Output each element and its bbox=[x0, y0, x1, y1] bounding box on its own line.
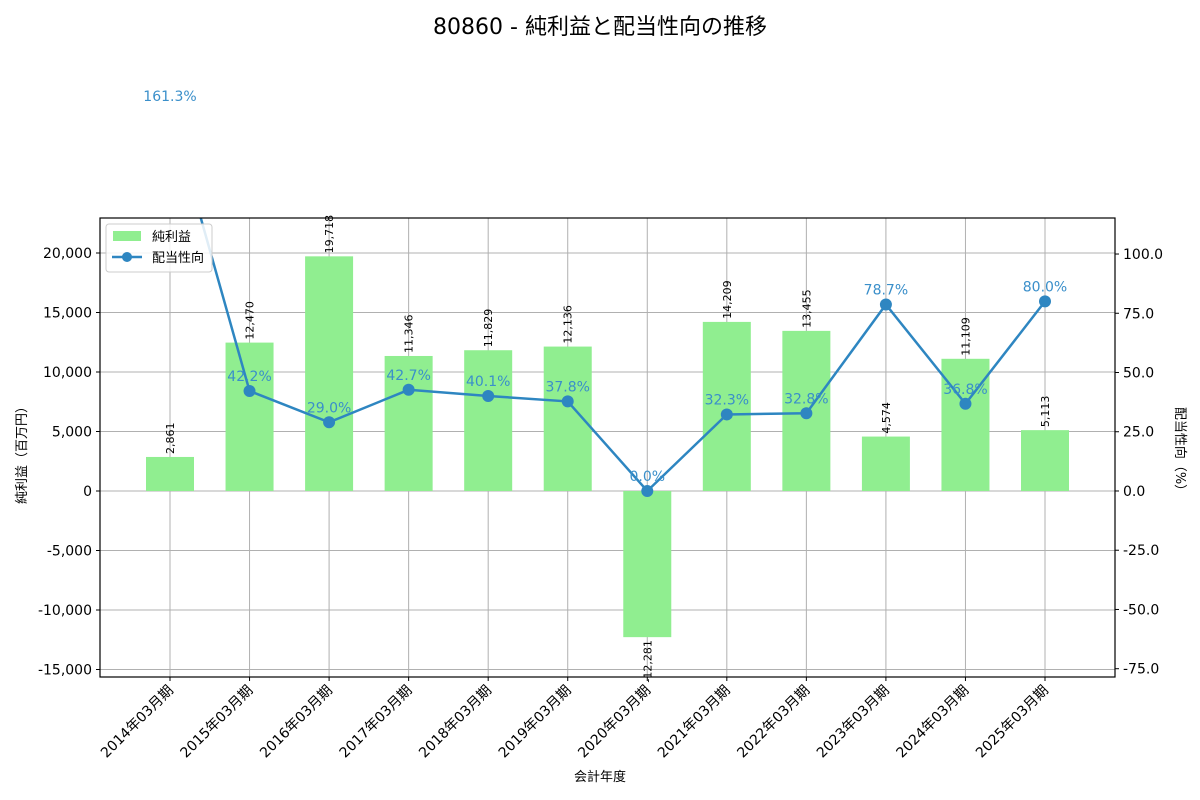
plot-frame bbox=[99, 217, 1116, 678]
bar-series-net-income bbox=[146, 256, 1069, 638]
x-axis: 2014年03月期 2015年03月期 2016年03月期 2017年03月期 2018… bbox=[98, 677, 1052, 761]
payout-ratio-label: 29.0% bbox=[307, 400, 351, 416]
bar-value-label: 11,109 bbox=[959, 317, 972, 356]
right-tick-label: 0.0 bbox=[1123, 484, 1145, 500]
bar bbox=[146, 456, 194, 491]
legend-bar-swatch bbox=[113, 231, 141, 241]
bar bbox=[464, 350, 513, 491]
x-tick-label: 2016年03月期 bbox=[257, 683, 336, 762]
x-tick-label: 2014年03月期 bbox=[98, 683, 177, 762]
bar-value-label: 12,470 bbox=[244, 301, 257, 340]
x-tick-label: 2020年03月期 bbox=[575, 683, 654, 762]
left-tick-label: 10,000 bbox=[43, 365, 92, 381]
payout-ratio-marker bbox=[323, 416, 336, 429]
bar-value-label: 5,113 bbox=[1039, 396, 1052, 428]
payout-ratio-label: 42.7% bbox=[386, 368, 430, 384]
left-tick-label: 5,000 bbox=[52, 424, 92, 440]
payout-ratio-marker bbox=[641, 484, 654, 497]
bar-value-label: 2,861 bbox=[164, 422, 177, 454]
payout-ratio-marker bbox=[1039, 295, 1051, 308]
right-tick-label: 50.0 bbox=[1123, 366, 1154, 382]
bar bbox=[623, 490, 672, 638]
x-tick-label: 2015年03月期 bbox=[178, 683, 257, 762]
left-tick-label: 15,000 bbox=[43, 305, 92, 321]
bar-value-label: 19,718 bbox=[323, 215, 336, 254]
x-tick-label: 2019年03月期 bbox=[496, 683, 575, 762]
line-series-payout-ratio bbox=[199, 218, 1051, 497]
payout-ratio-label: 40.1% bbox=[466, 374, 510, 390]
x-tick-label: 2021年03月期 bbox=[655, 683, 734, 762]
payout-ratio-label: 42.2% bbox=[227, 369, 271, 385]
bar-value-label: 4,574 bbox=[880, 402, 893, 434]
left-tick-label: 20,000 bbox=[43, 246, 92, 262]
right-tick-label: -75.0 bbox=[1123, 662, 1159, 678]
bar bbox=[1021, 430, 1069, 491]
left-tick-label: -10,000 bbox=[38, 603, 92, 619]
payout-ratio-label: 0.0% bbox=[629, 469, 665, 485]
bar-value-label: 11,346 bbox=[403, 314, 416, 353]
bar-value-labels: 2,861 12,470 19,718 11,346 11,829 12,136 -12,2… bbox=[164, 215, 1052, 683]
bar bbox=[384, 355, 433, 491]
bar bbox=[702, 321, 751, 491]
x-tick-label: 2025年03月期 bbox=[973, 683, 1052, 762]
bar bbox=[305, 256, 354, 491]
left-tick-label: -15,000 bbox=[38, 663, 92, 679]
payout-ratio-marker bbox=[482, 389, 495, 402]
payout-ratio-marker bbox=[959, 397, 972, 410]
payout-ratio-marker bbox=[720, 408, 733, 421]
payout-ratio-marker bbox=[243, 384, 256, 397]
bar-value-label: 11,829 bbox=[482, 309, 495, 348]
right-tick-label: 75.0 bbox=[1123, 306, 1154, 322]
x-axis-label: 会計年度 bbox=[574, 769, 626, 785]
payout-ratio-marker bbox=[800, 407, 813, 420]
x-tick-label: 2023年03月期 bbox=[814, 683, 893, 762]
payout-ratio-marker bbox=[402, 383, 415, 396]
legend-label-payout-ratio: 配当性向 bbox=[152, 250, 204, 266]
legend-label-net-income: 純利益 bbox=[152, 230, 191, 245]
left-tick-label: -5,000 bbox=[47, 543, 92, 559]
payout-ratio-marker bbox=[879, 298, 892, 311]
legend-marker-icon bbox=[122, 252, 132, 262]
payout-ratio-label: 80.0% bbox=[1023, 279, 1067, 295]
left-tick-label: 0 bbox=[83, 484, 92, 500]
bar-value-label: 13,455 bbox=[800, 289, 813, 328]
legend: 純利益 配当性向 bbox=[105, 223, 213, 273]
left-y-axis: -15,000 -10,000 -5,000 0 5,000 10,000 15,000 20… bbox=[38, 246, 100, 679]
payout-ratio-label: 161.3% bbox=[143, 89, 196, 105]
right-y-axis: -75.0 -50.0 -25.0 0.0 25.0 50.0 75.0 100.0 bbox=[1115, 247, 1163, 678]
x-tick-label: 2024年03月期 bbox=[893, 683, 972, 762]
payout-ratio-label: 78.7% bbox=[864, 282, 908, 298]
right-tick-label: 100.0 bbox=[1123, 247, 1163, 263]
payout-ratio-label: 37.8% bbox=[545, 379, 589, 395]
right-axis-label: 配当性向（%） bbox=[1172, 407, 1188, 497]
x-tick-label: 2022年03月期 bbox=[734, 683, 813, 762]
payout-ratio-labels: 161.3% 42.2% 29.0% 42.7% 40.1% 37.8% 0.0% 32.3%… bbox=[143, 89, 1067, 485]
right-tick-label: -25.0 bbox=[1123, 543, 1159, 559]
bar-value-label: 14,209 bbox=[721, 280, 734, 319]
bar bbox=[225, 342, 274, 491]
payout-ratio-label: 32.3% bbox=[705, 392, 749, 408]
bar-value-label: -12,281 bbox=[641, 640, 654, 682]
bar bbox=[941, 358, 990, 491]
right-tick-label: -50.0 bbox=[1123, 602, 1159, 618]
payout-ratio-label: 36.8% bbox=[943, 382, 987, 398]
x-tick-label: 2018年03月期 bbox=[416, 683, 495, 762]
left-axis-label: 純利益（百万円） bbox=[15, 400, 30, 504]
bar-value-label: 12,136 bbox=[562, 305, 575, 344]
x-tick-label: 2017年03月期 bbox=[337, 683, 416, 762]
payout-ratio-line bbox=[199, 218, 1046, 493]
bar bbox=[861, 436, 910, 491]
payout-ratio-label: 32.8% bbox=[784, 391, 828, 407]
right-tick-label: 25.0 bbox=[1123, 425, 1154, 441]
chart-title: 80860 - 純利益と配当性向の推移 bbox=[433, 15, 767, 40]
payout-ratio-marker bbox=[561, 395, 574, 408]
